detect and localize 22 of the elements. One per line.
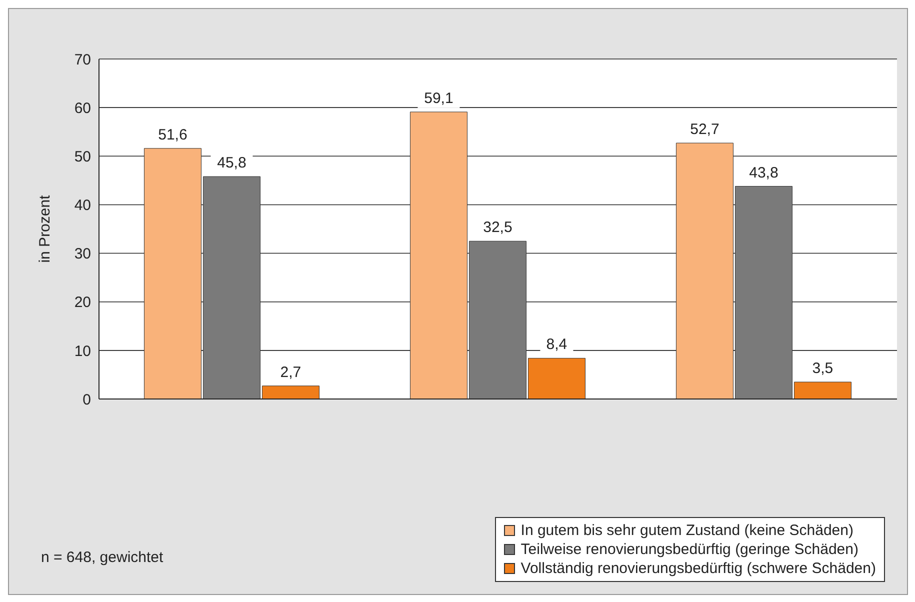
data-label: 52,7 — [690, 121, 720, 138]
y-tick-label: 60 — [74, 100, 91, 117]
legend-label: Vollständig renovierungsbedürftig (schwere Schäden) — [520, 559, 876, 578]
legend-label: In gutem bis sehr gutem Zustand (keine Schäden) — [520, 521, 854, 540]
data-label: 51,6 — [158, 126, 188, 144]
legend-label: Teilweise renovierungsbedürftig (geringe Schäden) — [520, 540, 858, 559]
y-tick-label: 0 — [82, 391, 91, 408]
data-label: 32,5 — [483, 219, 512, 236]
data-label: 3,5 — [812, 360, 834, 377]
data-label: 45,8 — [217, 154, 246, 172]
y-axis-title: in Prozent — [36, 194, 54, 263]
y-tick-label: 50 — [74, 148, 91, 166]
text: n = 648, gewichtet — [41, 549, 164, 566]
y-tick-label: 20 — [74, 294, 91, 312]
data-label: 8,4 — [546, 336, 568, 354]
data-label: 43,8 — [749, 164, 778, 182]
y-tick-label: 70 — [74, 51, 91, 68]
y-tick-label: 40 — [74, 197, 91, 214]
data-label: 2,7 — [280, 364, 302, 381]
y-tick-label: 10 — [74, 342, 91, 360]
y-tick-label: 30 — [74, 246, 91, 263]
data-label: 59,1 — [424, 90, 454, 107]
